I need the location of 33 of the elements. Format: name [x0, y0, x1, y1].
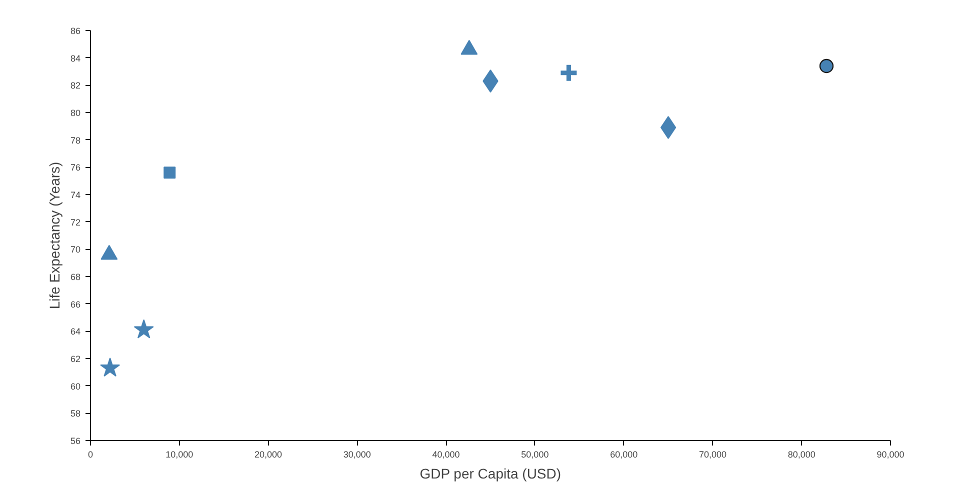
x-tick-label: 20,000 — [254, 450, 282, 460]
point — [164, 166, 176, 179]
y-tick-label: 58 — [70, 408, 81, 419]
x-tick-label: 30,000 — [343, 450, 371, 460]
y-tick-label: 62 — [70, 354, 81, 364]
y-axis-title: Life Expectancy (Years) — [46, 162, 62, 310]
x-tick-label: 70,000 — [698, 450, 726, 460]
y-tick-label: 76 — [70, 162, 81, 173]
y-tick-label: 78 — [70, 135, 81, 146]
x-tick-label: 50,000 — [521, 450, 549, 460]
x-tick-label: 0 — [88, 450, 94, 460]
x-tick-label: 80,000 — [788, 450, 816, 460]
y-tick-label: 82 — [70, 80, 81, 91]
x-tick-label: 40,000 — [432, 450, 460, 460]
y-tick-label: 86 — [70, 26, 81, 36]
y-tick-label: 64 — [70, 326, 81, 337]
y-tick-label: 74 — [70, 190, 81, 200]
y-tick-label: 80 — [70, 108, 81, 118]
point — [134, 319, 154, 338]
x-axis-title: GDP per Capita (USD) — [420, 466, 562, 482]
x-tick-label: 60,000 — [610, 450, 638, 460]
x-tick-label: 10,000 — [166, 450, 194, 460]
point — [100, 358, 120, 377]
y-tick-label: 66 — [70, 299, 81, 310]
y-tick-label: 60 — [70, 381, 81, 392]
x-tick-label: 90,000 — [876, 450, 904, 460]
point — [660, 116, 676, 140]
y-tick-label: 68 — [70, 272, 81, 282]
point — [819, 58, 834, 74]
y-tick-label: 72 — [70, 217, 81, 228]
y-tick-label: 56 — [70, 436, 81, 446]
y-tick-label: 70 — [70, 244, 81, 255]
y-tick-label: 84 — [70, 53, 81, 64]
